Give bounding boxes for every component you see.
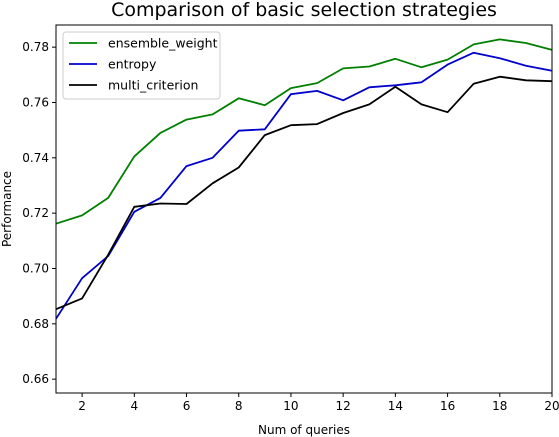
x-tick-label: 14: [388, 399, 403, 413]
y-axis-label: Performance: [0, 171, 14, 247]
chart-title: Comparison of basic selection strategies: [111, 0, 497, 21]
series-line-ensemble-weight: [55, 38, 553, 225]
x-tick-label: 18: [492, 399, 507, 413]
x-tick-label: 20: [544, 399, 559, 413]
y-tick-label: 0.78: [22, 40, 49, 54]
legend-label: ensemble_weight: [108, 36, 218, 51]
y-tick-label: 0.72: [22, 206, 49, 220]
y-tick-label: 0.76: [22, 95, 49, 109]
x-axis-label: Num of queries: [258, 423, 350, 437]
legend-box: [62, 31, 221, 100]
series-line-entropy: [55, 51, 553, 320]
series-line-multi-criterion: [55, 75, 553, 311]
plot-frame: [55, 24, 553, 394]
x-tick-label: 2: [78, 399, 86, 413]
y-tick-label: 0.70: [22, 261, 49, 275]
y-tick-label: 0.68: [22, 317, 49, 331]
legend-label: entropy: [108, 57, 157, 72]
x-tick-label: 4: [130, 399, 138, 413]
y-tick-label: 0.74: [22, 151, 49, 165]
x-tick-label: 16: [440, 399, 455, 413]
x-tick-label: 10: [283, 399, 298, 413]
x-tick-label: 8: [235, 399, 243, 413]
x-tick-label: 12: [336, 399, 351, 413]
x-tick-label: 6: [183, 399, 191, 413]
legend-label: multi_criterion: [108, 78, 198, 93]
y-tick-label: 0.66: [22, 372, 49, 386]
